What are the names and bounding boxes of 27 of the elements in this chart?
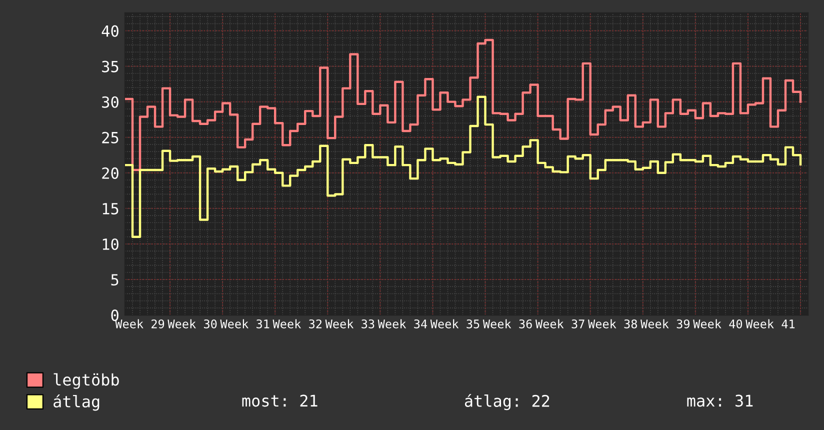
y-tick-label: 20 [102,167,118,179]
y-tick-label: 35 [102,60,118,72]
y-tick-label: 25 [102,132,118,144]
x-tick-label: Week 29 [115,319,164,328]
x-tick-label: Week 32 [272,319,322,328]
y-tick-label: 15 [102,203,118,214]
x-tick-label: Week 33 [325,319,374,328]
x-tick-label: Week 37 [535,319,584,328]
y-tick-label: 30 [102,96,118,108]
x-tick-label: Week 30 [168,319,217,328]
x-tick-label: Week 35 [430,319,480,328]
x-tick-label: Week 40 [693,319,742,328]
text: most: 21 [242,394,318,407]
y-tick-label: 0 [111,310,118,322]
x-tick-label: Week 36 [482,319,532,328]
x-tick-label: Week 31 [220,319,270,328]
x-tick-label: Week 41 [746,319,795,328]
y-tick-label: 5 [111,274,118,286]
y-tick-label: 10 [102,238,118,250]
text: max: 31 [687,394,753,407]
x-tick-label: Week 38 [588,319,637,328]
y-tick-label: 40 [102,25,118,37]
text: átlag: 22 [464,394,550,410]
legend-label: legtöbb [54,373,119,389]
legend-label: átlag [54,394,100,411]
x-tick-label: Week 39 [640,319,690,328]
x-tick-label: Week 34 [378,319,428,328]
